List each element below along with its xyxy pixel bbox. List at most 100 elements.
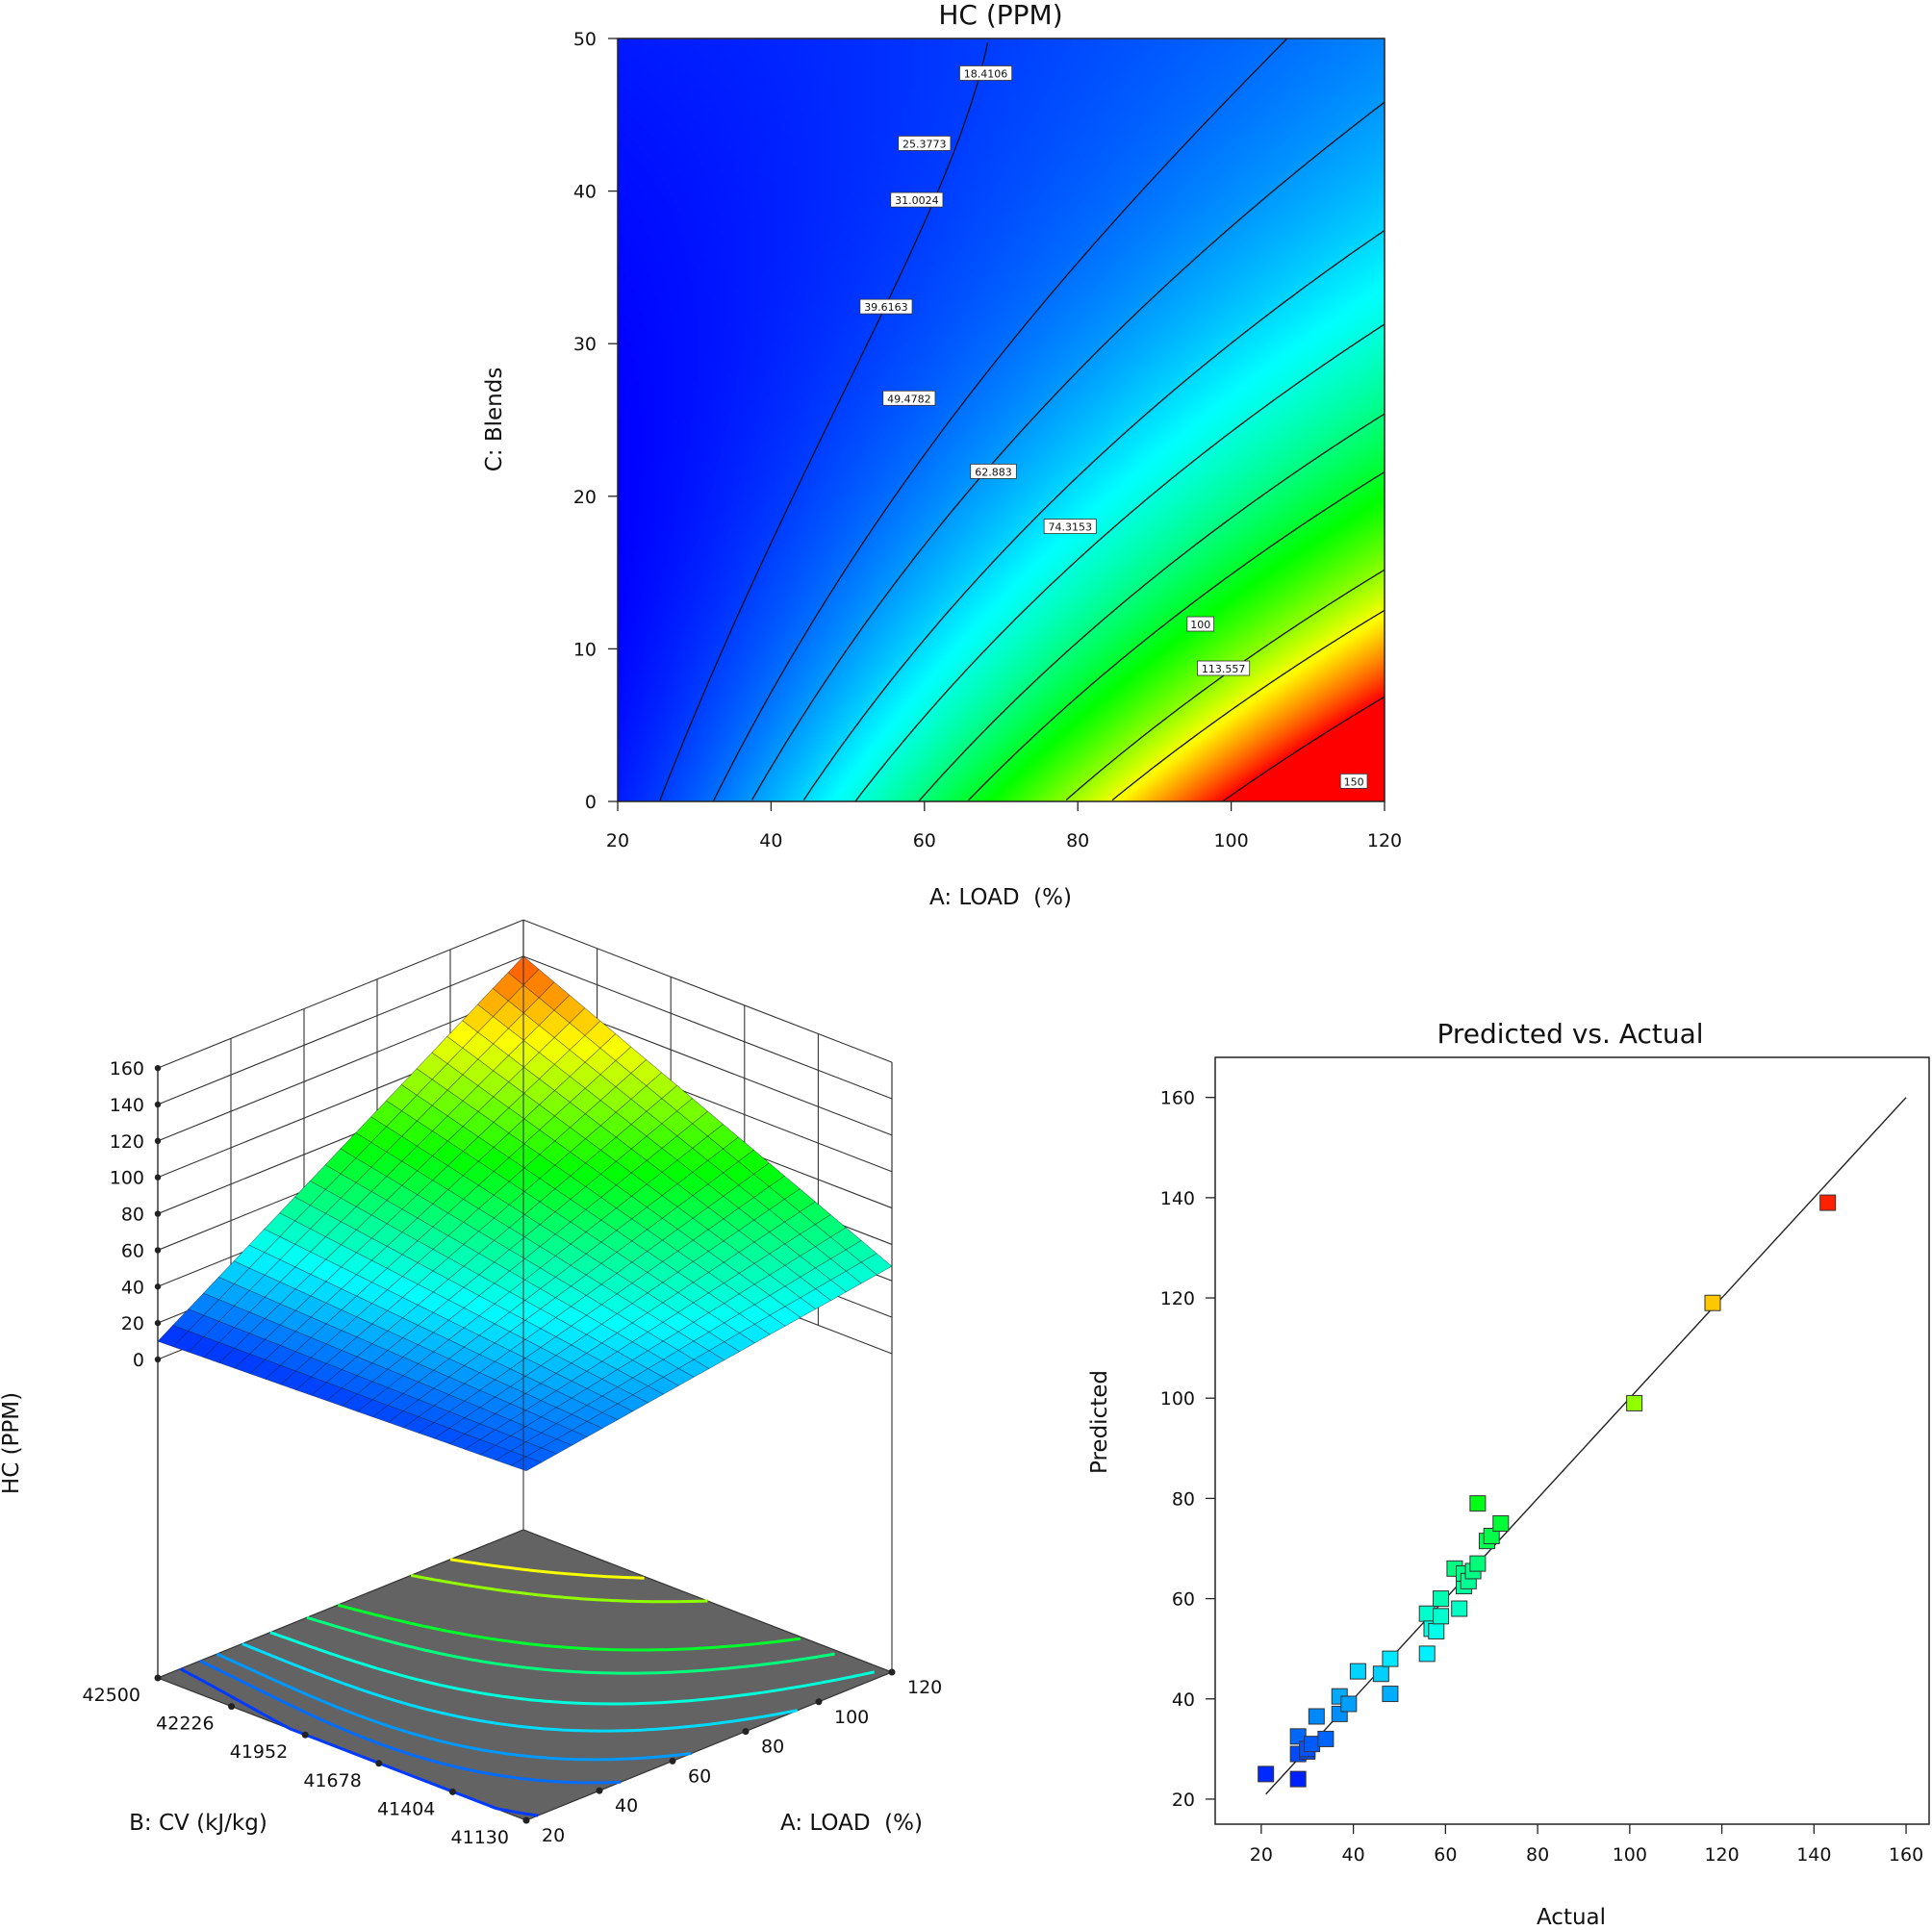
surface-z-tick [154,1101,162,1108]
contour-label-box [1043,519,1097,534]
contour-label-box [1186,616,1215,632]
contour-y-label: C: Blends [482,368,507,472]
contour-label: 39.6163 [864,301,908,314]
surface-3d-plot: 0 20 40 60 80 100 120 140 160 41130 41404 41678 4195… [0,919,942,1848]
surface-x-tick [522,1816,530,1824]
scatter-y-tick-label: 40 [1172,1689,1195,1711]
scatter-point [1304,1736,1321,1753]
contour-label: 100 [1190,619,1210,631]
contour-label: 74.3153 [1048,521,1092,534]
scatter-x-tick-label: 100 [1613,1844,1647,1866]
scatter-y-tick-label: 160 [1160,1088,1195,1109]
contour-heatmap [618,38,1385,801]
surface-y-tick-label: 41130 [451,1827,509,1848]
contour-title: HC (PPM) [938,0,1062,31]
contour-label-box [898,136,952,151]
contour-label-box [1339,773,1368,789]
contour-x-tick-label: 60 [913,830,936,851]
contour-label-box [859,298,913,315]
surface-x-tick-label: 120 [907,1677,942,1698]
scatter-point [1428,1622,1445,1639]
scatter-point [1819,1194,1837,1211]
contour-x-tick-label: 20 [606,830,629,851]
surface-y-tick [154,1674,162,1682]
surface-z-tick [154,1283,162,1290]
contour-x-tick-label: 80 [1066,830,1089,851]
scatter-point [1492,1514,1510,1532]
scatter-point [1349,1663,1366,1680]
contour-x-label: A: LOAD (%) [929,885,1072,910]
floor-contour-0 [179,1667,539,1817]
surface-z-tick-label: 40 [121,1277,144,1298]
scatter-x-tick-label: 40 [1342,1844,1365,1866]
contour-y-tick-label: 40 [573,182,597,203]
contour-label: 25.3773 [902,138,947,150]
contour-labels: 18.4106 25.3773 31.0024 39.6163 49.4782 62.88… [859,65,1368,789]
scatter-point [1317,1730,1335,1747]
surface-z-tick [154,1319,162,1327]
scatter-points [1258,1194,1837,1788]
contour-y-tick-label: 50 [573,29,597,50]
scatter-y-label: Predicted [1087,1370,1112,1474]
contour-line-3 [802,229,1385,800]
wall-gridline [157,955,524,1105]
surface-floor-contours [179,1558,876,1817]
scatter-plot: Predicted vs. Actual 20 40 60 80 100 120 140 16… [1087,1018,1930,1930]
contour-x-tick-label: 100 [1213,830,1248,851]
surface-z-tick [154,1064,162,1072]
floor-contour-2 [216,1652,692,1762]
surface-x-tick [742,1728,750,1736]
scatter-x-tick-label: 60 [1434,1844,1457,1866]
scatter-y-tick-label: 140 [1160,1188,1195,1209]
scatter-point [1469,1495,1487,1512]
surface-z-tick [154,1210,162,1217]
scatter-point [1258,1765,1275,1783]
scatter-x-tick-label: 140 [1796,1844,1831,1866]
surface-axes: 0 20 40 60 80 100 120 140 160 41130 41404 41678 4195… [83,920,942,1848]
scatter-x-tick-label: 120 [1704,1844,1739,1866]
surface-y-tick-label: 41678 [303,1770,361,1791]
scatter-x-tick-label: 20 [1250,1844,1273,1866]
surface-z-tick-label: 80 [121,1205,144,1226]
contour-label-box [890,191,944,208]
contour-label-box [882,390,936,406]
surface-z-tick-label: 100 [110,1168,144,1189]
scatter-y-tick-label: 120 [1160,1288,1195,1309]
contour-lines [659,38,1385,801]
contour-label: 113.557 [1202,663,1246,675]
scatter-point [1372,1665,1389,1683]
surface-y-tick-label: 42500 [83,1685,140,1706]
contour-line-8 [1111,609,1385,801]
surface-y-label: B: CV (kJ/kg) [129,1811,267,1836]
contour-x-ticks: 20 40 60 80 100 120 [606,801,1402,851]
surface-y-tick [228,1703,236,1711]
surface-x-tick-label: 80 [761,1737,784,1758]
contour-label-box [970,464,1017,479]
contour-line-2 [750,101,1385,800]
surface-z-tick [154,1137,162,1145]
surface-z-tick-label: 140 [110,1095,144,1116]
contour-line-1 [713,38,1287,801]
surface-floor [156,1529,894,1821]
floor-contour-7 [410,1573,708,1604]
surface-y-tick [301,1731,309,1739]
contour-y-tick-label: 20 [573,487,597,508]
surface-x-tick [888,1668,896,1676]
surface-x-tick [669,1757,676,1765]
scatter-point [1469,1555,1487,1572]
surface-z-tick [154,1174,162,1181]
surface-y-tick-label: 41952 [230,1741,288,1763]
reference-line [1265,1097,1907,1795]
scatter-point [1418,1605,1436,1622]
scatter-y-tick-label: 100 [1160,1388,1195,1409]
surface-x-tick [596,1787,603,1794]
surface-y-tick-label: 42226 [156,1714,214,1735]
scatter-point [1483,1527,1500,1544]
wall-gridline [522,919,893,1063]
scatter-point [1433,1608,1450,1625]
floor-contour-6 [337,1603,801,1652]
floor-contour-3 [242,1642,799,1733]
scatter-point [1433,1590,1450,1608]
scatter-point [1451,1600,1468,1617]
